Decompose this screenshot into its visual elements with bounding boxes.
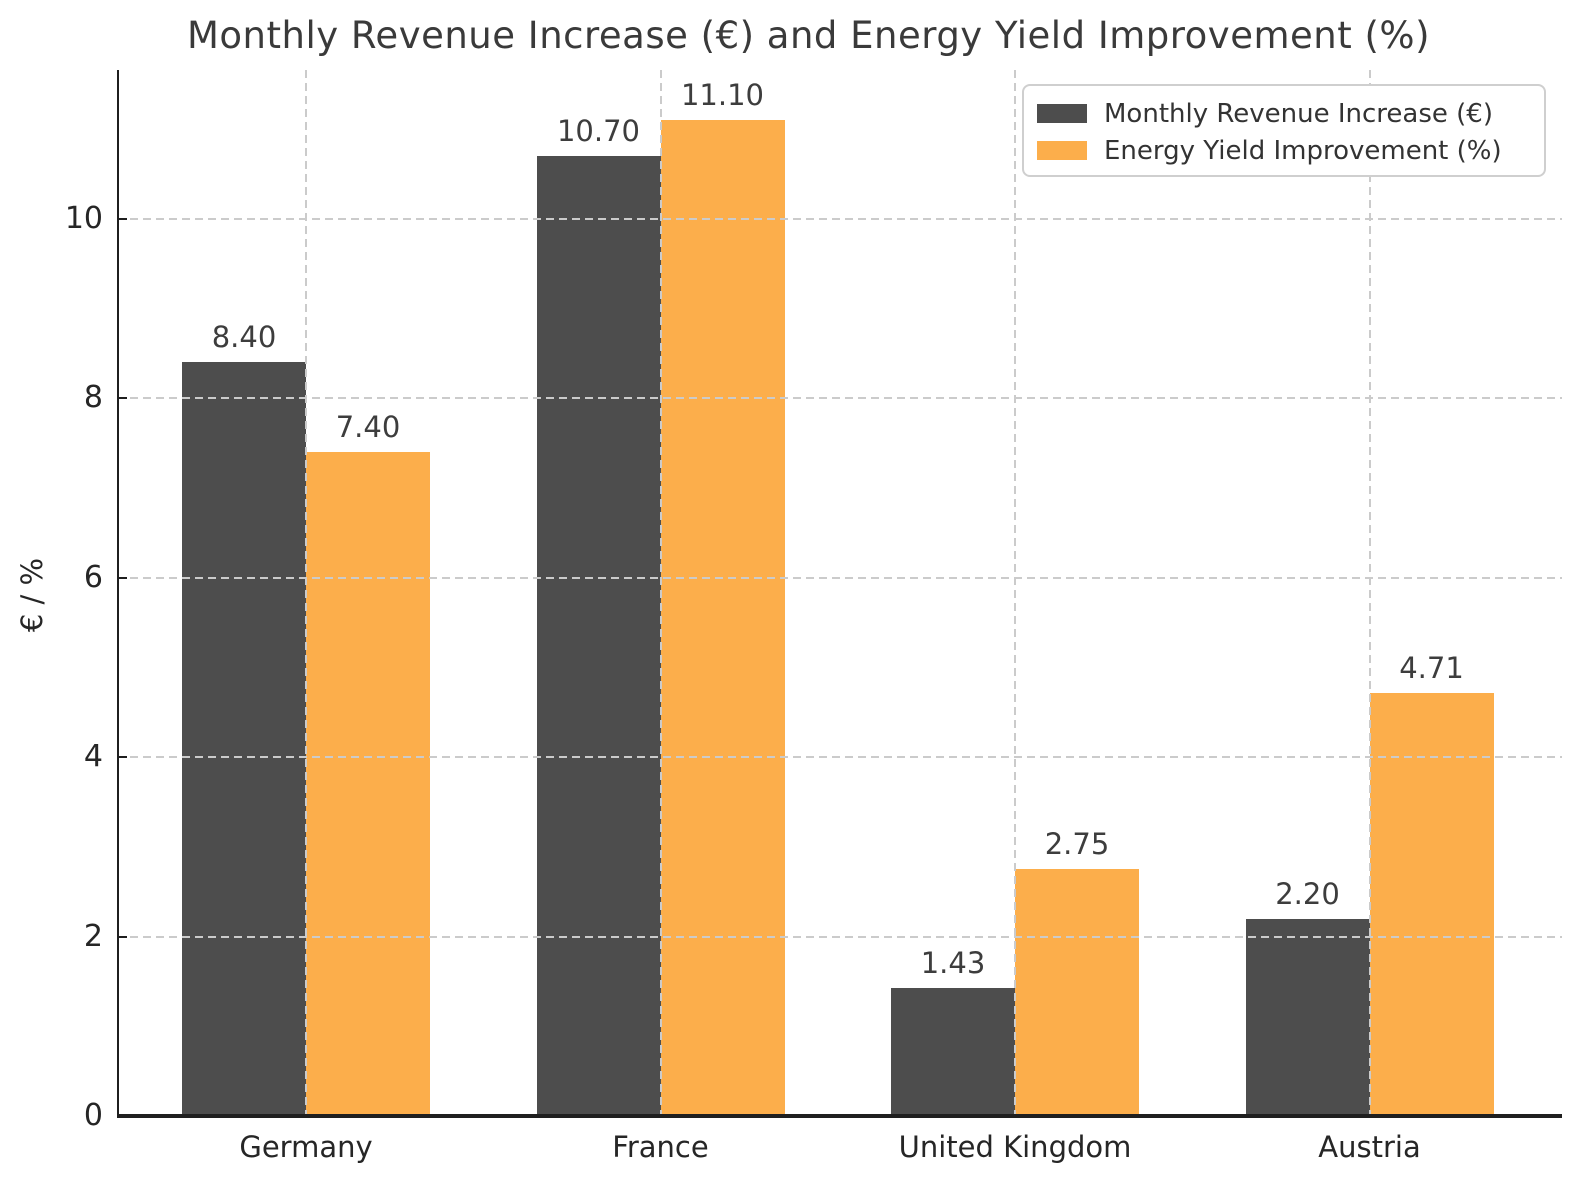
y-tick-mark [119, 397, 127, 400]
y-axis-label: € / % [15, 557, 49, 633]
y-tick-label: 8 [83, 380, 103, 416]
chart-title: Monthly Revenue Increase (€) and Energy … [186, 14, 1431, 57]
bar-yield-germany [306, 452, 430, 1116]
y-tick-mark [119, 576, 127, 579]
vertical-gridline [1014, 70, 1016, 1116]
bar-value-label: 2.75 [1044, 827, 1110, 862]
vertical-gridline [305, 70, 307, 1116]
y-tick-label: 10 [64, 200, 103, 236]
y-tick-label: 6 [83, 559, 103, 595]
y-tick-label: 2 [83, 918, 103, 954]
vertical-gridline [1368, 70, 1371, 1116]
x-tick-label: Austria [1318, 1130, 1421, 1164]
horizontal-gridline [117, 935, 1562, 938]
legend-item-yield: Energy Yield Improvement (%) [1037, 132, 1544, 169]
legend-item-revenue: Monthly Revenue Increase (€) [1037, 95, 1544, 132]
legend-label-yield: Energy Yield Improvement (%) [1104, 135, 1502, 166]
horizontal-gridline [117, 217, 1562, 220]
bar-value-label: 2.20 [1275, 876, 1340, 911]
y-tick-mark [119, 756, 127, 759]
bar-value-label: 4.71 [1399, 651, 1464, 686]
x-tick-label: Germany [239, 1130, 373, 1164]
x-axis-spine [117, 1114, 1562, 1118]
legend: Monthly Revenue Increase (€) Energy Yiel… [1022, 84, 1546, 177]
bar-yield-united-kingdom [1015, 869, 1139, 1116]
legend-label-revenue: Monthly Revenue Increase (€) [1104, 98, 1493, 129]
plot-area: 8.40 7.40 Germany 10.70 11.10 France 1.43 2.75 U… [65, 70, 1562, 1164]
y-tick-mark [119, 1115, 127, 1117]
y-tick-mark [119, 935, 127, 938]
horizontal-gridline [117, 397, 1562, 400]
horizontal-gridline [117, 576, 1562, 579]
bar-value-label: 8.40 [211, 320, 277, 355]
bar-value-label: 11.10 [680, 78, 765, 113]
horizontal-gridline [117, 756, 1562, 759]
bar-revenue-united-kingdom [891, 987, 1015, 1116]
bar-yield-austria [1369, 693, 1494, 1116]
bar-yield-france [660, 120, 785, 1116]
y-tick-mark [119, 217, 127, 220]
x-tick-label: France [612, 1130, 709, 1164]
legend-swatch-revenue-icon [1037, 104, 1087, 123]
y-axis-spine [117, 70, 119, 1116]
bar-revenue-austria [1245, 918, 1370, 1116]
bar-value-label: 1.43 [920, 945, 986, 980]
bar-value-label: 10.70 [556, 114, 641, 149]
legend-swatch-yield-icon [1037, 141, 1087, 160]
y-tick-label: 0 [83, 1098, 103, 1133]
x-tick-label: United Kingdom [898, 1130, 1132, 1164]
y-tick-label: 4 [83, 739, 103, 775]
vertical-gridline [659, 70, 662, 1116]
bar-value-label: 7.40 [335, 410, 401, 445]
bar-revenue-france [536, 156, 661, 1116]
bar-revenue-germany [182, 362, 306, 1116]
